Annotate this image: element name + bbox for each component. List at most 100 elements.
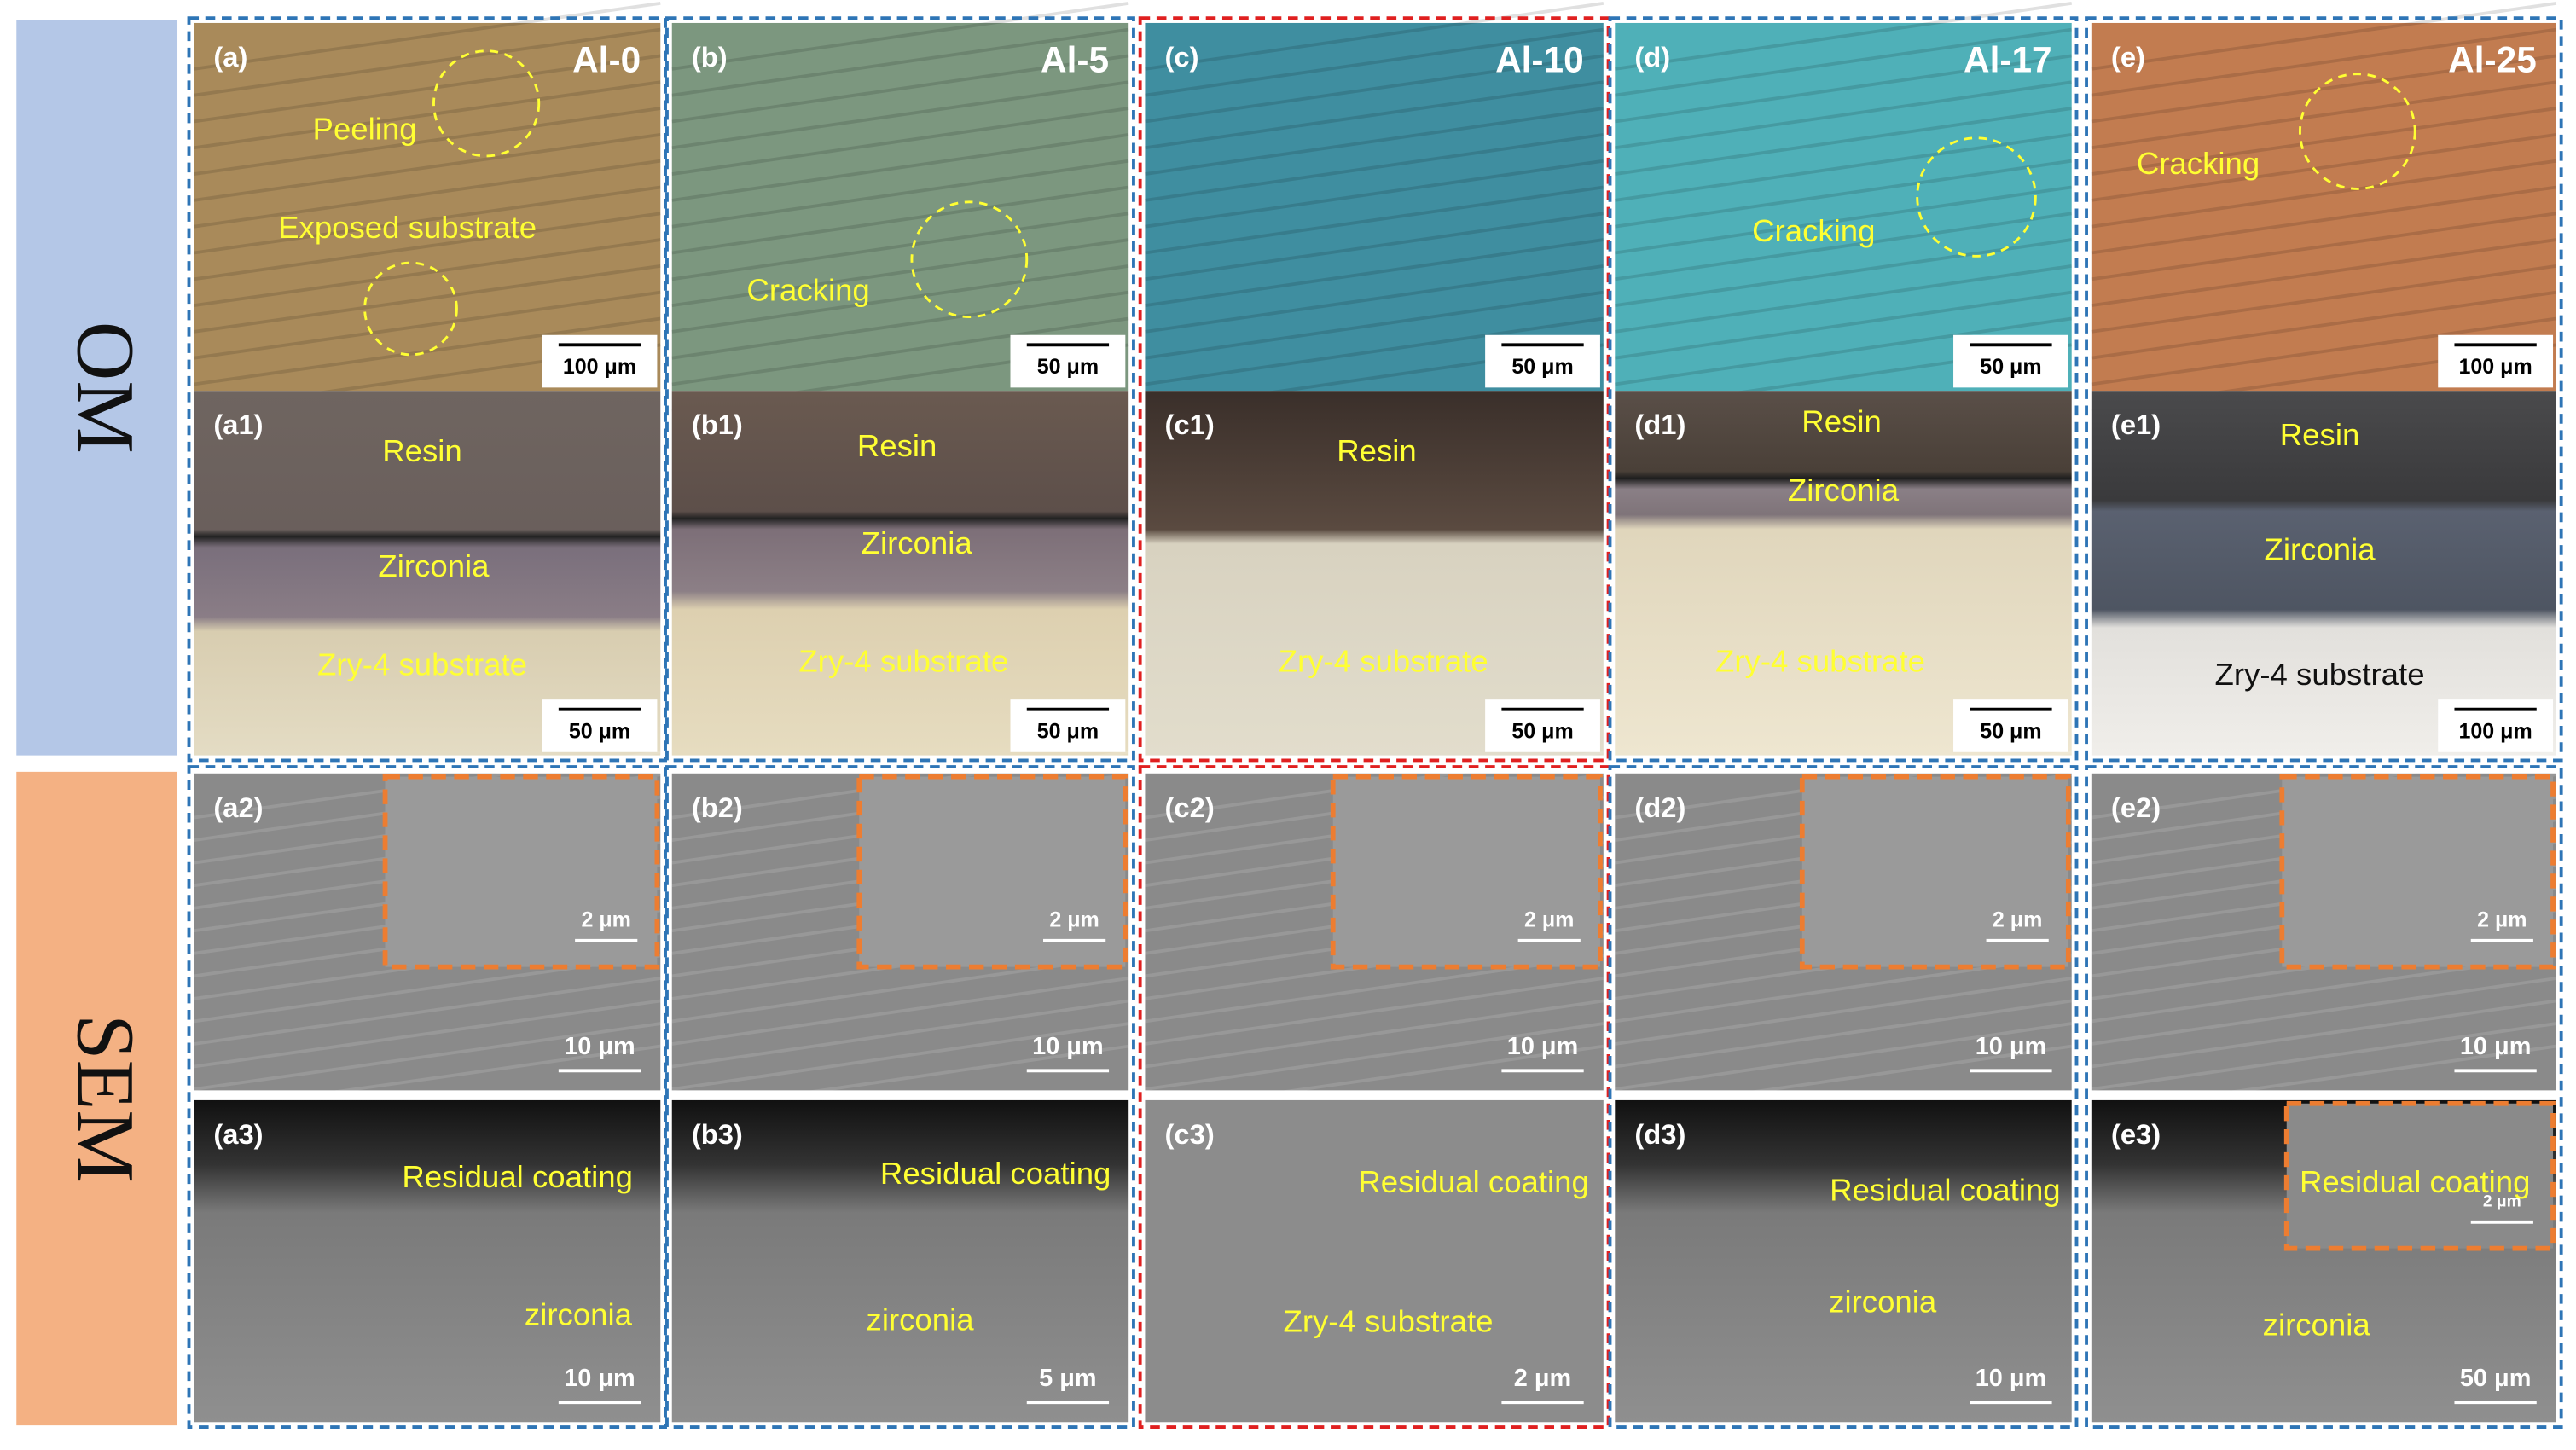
texture [671,290,1129,360]
column-frame [1608,16,2079,763]
texture [2091,132,2557,202]
panel-label: (c) [1165,41,1199,72]
texture [2091,1,2557,71]
column-title: Al-17 [1964,39,2052,79]
texture [671,1,1129,71]
om-band [16,20,178,756]
texture [2091,1022,2557,1091]
inset [382,774,660,970]
micrograph [2091,22,2556,392]
texture [671,316,1129,386]
panel-label: (e3) [2111,1118,2161,1150]
inset-scale-label: 2 μm [2483,1193,2521,1211]
inset-scale-label: 2 μm [1993,908,2042,931]
texture [194,132,661,202]
scale-label: 10 μm [1032,1033,1104,1060]
annotation: Zry-4 substrate [798,643,1008,678]
texture [194,1,661,71]
texture [1145,290,1604,360]
panel-label: (d2) [1634,792,1685,823]
column-frame [665,765,1135,1429]
column-title: Al-10 [1495,39,1584,79]
highlight-circle [363,261,458,357]
micrograph [671,1099,1129,1423]
texture [194,27,661,97]
micrograph [194,22,661,392]
texture [194,264,661,334]
texture [194,107,661,176]
scale-label: 50 μm [569,719,630,743]
annotation: Residual coating [1358,1164,1589,1199]
texture [194,316,661,386]
scale-label: 100 μm [563,355,636,379]
texture [2091,159,2557,229]
annotation: Cracking [1752,213,1875,248]
texture [1145,999,1604,1069]
annotation: Zirconia [2264,532,2376,567]
inset [2279,774,2556,970]
scale-label: 10 μm [564,1033,635,1060]
texture [2091,80,2557,150]
texture [1145,1,1604,71]
column-frame [1608,765,2079,1429]
scale-label: 100 μm [2458,719,2532,743]
micrograph [1145,1099,1604,1423]
texture [194,977,661,1046]
column-title: Al-5 [1041,39,1109,79]
panel-label: (e1) [2111,409,2161,440]
inset [1330,774,1603,970]
micrograph [671,391,1129,756]
annotation: Resin [2280,417,2360,452]
scale-label: 10 μm [2460,1033,2532,1060]
texture [2091,316,2557,386]
texture [671,132,1129,202]
annotation: Residual coating [1830,1172,2061,1207]
panel-label: (c3) [1165,1118,1215,1150]
texture [1145,1022,1604,1091]
annotation: Zry-4 substrate [1715,643,1925,678]
row-label: OM [61,322,152,454]
texture [1145,212,1604,281]
texture [1615,316,2072,386]
annotation: Exposed substrate [278,210,537,245]
texture [671,1022,1129,1091]
column-frame [2085,765,2563,1429]
scale-label: 50 μm [1037,719,1099,743]
texture [671,159,1129,229]
texture [1145,977,1604,1046]
annotation: Resin [1337,433,1417,468]
panel-label: (a3) [213,1118,263,1150]
panel-label: (b2) [692,792,743,823]
annotation: Zirconia [1788,473,1900,508]
texture [2091,27,2557,97]
annotation: zirconia [2263,1307,2371,1342]
micrograph [1615,22,2072,392]
annotation: Zry-4 substrate [2215,657,2425,692]
texture [1615,132,2072,202]
panel-label: (a) [213,41,247,72]
micrograph [1615,1099,2072,1423]
texture [671,238,1129,308]
texture [1145,316,1604,386]
column-frame [665,16,1135,763]
scale-label: 50 μm [1511,719,1573,743]
annotation: Residual coating [402,1159,633,1194]
texture [1615,1,2072,71]
annotation: Zry-4 substrate [1283,1303,1493,1338]
sem-band [16,771,178,1426]
texture [2091,999,2557,1069]
annotation: zirconia [1829,1284,1937,1319]
panel-label: (c1) [1165,409,1215,440]
annotation: zirconia [867,1302,975,1337]
annotation: zirconia [525,1297,633,1332]
texture [1615,107,2072,176]
annotation: Residual coating [880,1156,1111,1191]
panel-label: (b1) [692,409,743,440]
scale-label: 50 μm [1511,355,1573,379]
highlight-circle [1916,136,2037,258]
highlight-circle [432,49,541,158]
texture [1145,54,1604,124]
scale-label: 10 μm [1976,1033,2047,1060]
texture [194,80,661,150]
texture [1615,27,2072,97]
